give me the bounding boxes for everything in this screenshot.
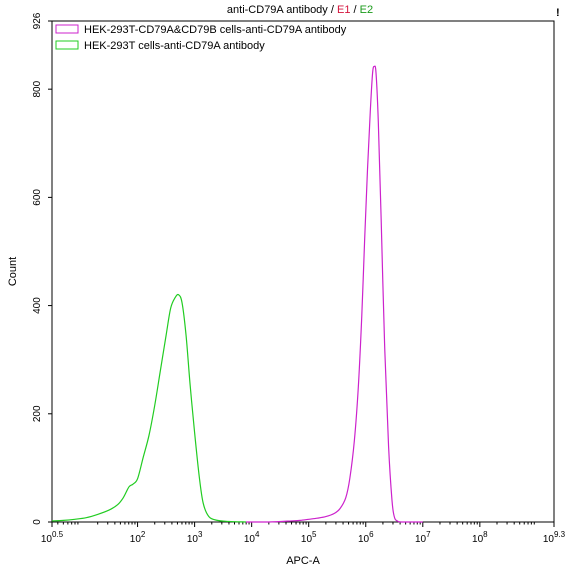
series-line-1	[245, 65, 423, 523]
legend-swatch	[55, 40, 79, 50]
series-lines	[51, 65, 423, 523]
title-text: anti-CD79A antibody / E1 / E2	[227, 4, 373, 16]
x-tick-exponent: 9.3	[554, 530, 566, 539]
y-tick-label: 926	[32, 12, 43, 29]
x-tick-label: 105	[301, 530, 317, 545]
y-axis-label: Count	[7, 257, 19, 286]
x-tick-label: 109.3	[543, 530, 566, 545]
title-part: /	[350, 4, 359, 16]
x-tick-label: 107	[415, 530, 431, 545]
x-tick-base: 10	[187, 534, 199, 545]
chart-title: anti-CD79A antibody / E1 / E2	[227, 4, 373, 16]
x-tick-label: 103	[187, 530, 203, 545]
title-part: E2	[360, 4, 373, 16]
x-tick-exponent: 0.5	[52, 530, 64, 539]
legend: HEK-293T-CD79A&CD79B cells-anti-CD79A an…	[55, 24, 347, 52]
x-tick-base: 10	[130, 534, 142, 545]
y-tick-label: 600	[32, 189, 43, 206]
x-tick-label: 102	[130, 530, 146, 545]
title-part: E1	[337, 4, 350, 16]
legend-label: HEK-293T-CD79A&CD79B cells-anti-CD79A an…	[84, 24, 347, 36]
x-axis: 100.5 102 103 104 105 106 107 108 109.3	[41, 522, 566, 545]
plot-frame	[51, 20, 555, 523]
y-tick-label: 800	[32, 80, 43, 97]
x-tick-exponent: 5	[312, 530, 317, 539]
x-tick-exponent: 8	[483, 530, 488, 539]
title-part: /	[328, 4, 337, 16]
y-tick-label: 200	[32, 405, 43, 422]
legend-swatch	[55, 24, 79, 34]
y-axis: 0 200 400 600 800 926	[32, 12, 52, 525]
series-line-2	[51, 293, 246, 523]
x-tick-base: 10	[543, 534, 555, 545]
x-tick-base: 10	[244, 534, 256, 545]
x-tick-exponent: 3	[198, 530, 203, 539]
x-tick-label: 104	[244, 530, 260, 545]
title-part: anti-CD79A antibody	[227, 4, 328, 16]
legend-label: HEK-293T cells-anti-CD79A antibody	[84, 40, 265, 52]
x-tick-exponent: 6	[369, 530, 374, 539]
x-tick-exponent: 2	[141, 530, 146, 539]
x-axis-label: APC-A	[286, 555, 320, 567]
x-tick-exponent: 4	[255, 530, 260, 539]
x-tick-base: 10	[301, 534, 313, 545]
x-tick-label: 100.5	[41, 530, 64, 545]
x-tick-exponent: 7	[426, 530, 431, 539]
x-tick-label: 108	[472, 530, 488, 545]
y-tick-label: 400	[32, 297, 43, 314]
x-tick-base: 10	[415, 534, 427, 545]
x-tick-base: 10	[41, 534, 53, 545]
y-tick-label: 0	[32, 519, 43, 525]
x-tick-label: 106	[358, 530, 374, 545]
x-tick-base: 10	[472, 534, 484, 545]
x-tick-base: 10	[358, 534, 370, 545]
corner-mark: !	[556, 7, 560, 19]
